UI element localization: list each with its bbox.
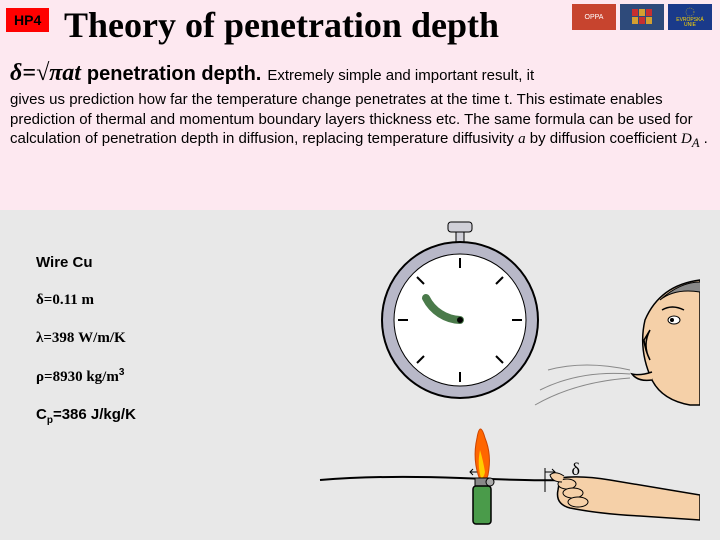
body-2: by diffusion coefficient: [526, 130, 681, 147]
param-rho: ρ=8930 kg/m3: [36, 367, 136, 386]
body-a: a: [518, 131, 526, 147]
stopwatch-icon: [382, 222, 538, 398]
result-inline: Extremely simple and important result, i…: [267, 67, 534, 84]
parameter-list: Wire Cu δ=0.11 m λ=398 W/m/K ρ=8930 kg/m…: [36, 254, 136, 446]
hand-icon: [550, 473, 700, 520]
lighter-icon: [473, 478, 494, 524]
wire-icon: [320, 468, 560, 492]
flame-icon: [475, 429, 489, 480]
formula: δ=√πat: [10, 60, 81, 87]
formula-line: δ=√πat penetration depth. Extremely simp…: [10, 60, 534, 87]
hp-badge: HP4: [6, 8, 49, 32]
param-cp: Cp=386 J/kg/K: [36, 406, 136, 426]
logo-eu: EVROPSKÁ UNIE: [668, 4, 712, 30]
formula-label: penetration depth.: [87, 63, 261, 86]
body-da: D: [681, 131, 692, 147]
page-title: Theory of penetration depth: [64, 4, 499, 46]
face-icon: [535, 280, 700, 405]
experiment-illustration: [280, 220, 700, 530]
logo-row: OPPA EVROPSKÁ UNIE: [572, 4, 712, 30]
body-3: .: [699, 130, 707, 147]
param-wire: Wire Cu: [36, 254, 136, 271]
eu-text-2: UNIE: [684, 23, 696, 28]
body-paragraph: gives us prediction how far the temperat…: [10, 90, 710, 151]
illustration-area: Wire Cu δ=0.11 m λ=398 W/m/K ρ=8930 kg/m…: [0, 210, 720, 540]
param-delta: δ=0.11 m: [36, 291, 136, 309]
param-lambda: λ=398 W/m/K: [36, 329, 136, 347]
logo-prague: [620, 4, 664, 30]
grid-icon: [632, 9, 652, 25]
logo-oppa: OPPA: [572, 4, 616, 30]
